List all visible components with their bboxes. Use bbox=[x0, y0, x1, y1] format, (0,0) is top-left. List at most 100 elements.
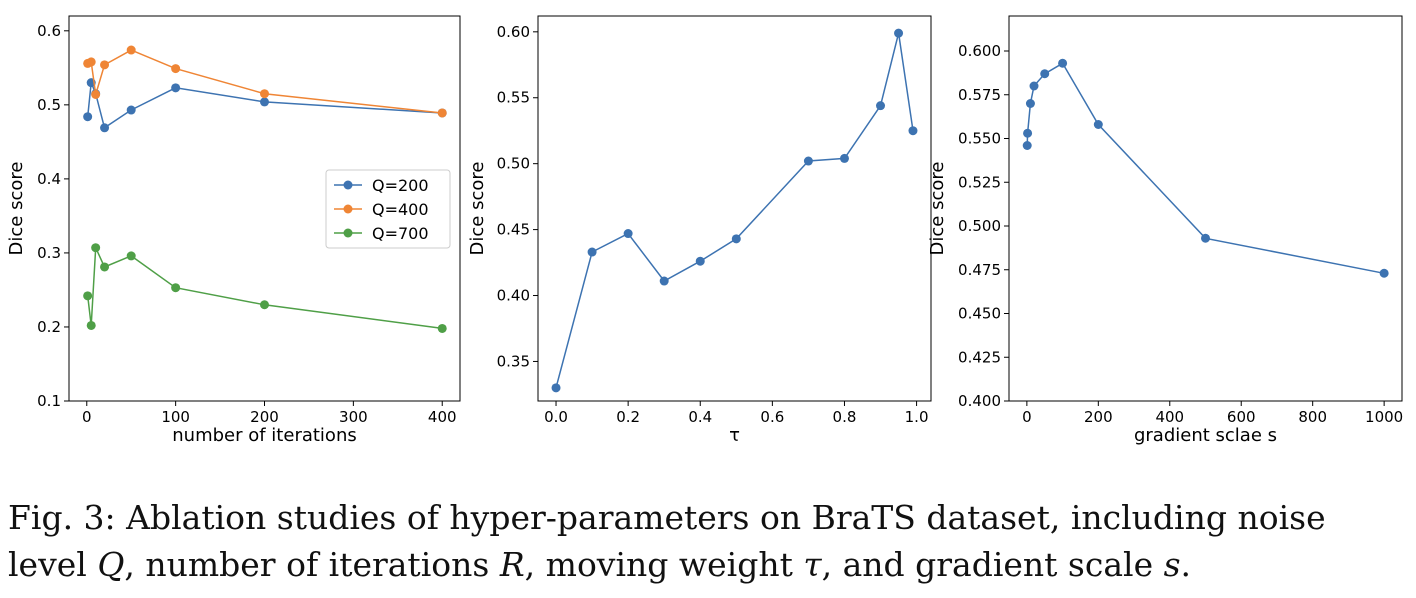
data-point bbox=[894, 28, 904, 38]
y-tick-label: 0.3 bbox=[37, 244, 61, 262]
legend-marker bbox=[343, 228, 353, 238]
x-tick-label: 200 bbox=[1084, 408, 1113, 426]
x-tick-label: 0.8 bbox=[833, 408, 857, 426]
caption-math-s: s bbox=[1163, 545, 1181, 584]
y-tick-label: 0.40 bbox=[497, 287, 530, 305]
x-tick-label: 0.4 bbox=[688, 408, 712, 426]
x-tick-label: 1000 bbox=[1365, 408, 1403, 426]
caption-text: level bbox=[8, 545, 98, 584]
chart-gradient-scale: 0 200 400 600 800 1000 0.400 0.425 0.450 0.475 0.5… bbox=[927, 15, 1403, 446]
data-point bbox=[126, 251, 136, 261]
y-tick-label: 0.550 bbox=[958, 130, 1001, 148]
data-point bbox=[839, 153, 849, 163]
caption-math-tau: τ bbox=[803, 545, 822, 584]
data-point bbox=[437, 323, 447, 333]
series-line-q-400 bbox=[87, 49, 443, 114]
x-tick-label: 0 bbox=[1022, 408, 1032, 426]
data-point bbox=[623, 229, 633, 239]
y-tick-label: 0.6 bbox=[37, 22, 61, 40]
caption-math-r: R bbox=[499, 545, 525, 584]
y-axis-label: Dice score bbox=[467, 162, 488, 256]
data-point bbox=[1379, 268, 1389, 278]
y-tick-label: 0.600 bbox=[958, 42, 1001, 60]
data-point bbox=[1029, 81, 1039, 91]
data-point bbox=[83, 112, 93, 122]
y-tick-label: 0.425 bbox=[958, 348, 1001, 366]
y-tick-label: 0.1 bbox=[37, 392, 61, 410]
x-tick-label: 0.6 bbox=[760, 408, 784, 426]
y-tick-label: 0.45 bbox=[497, 221, 530, 239]
y-tick-label: 0.2 bbox=[37, 318, 61, 336]
y-tick-label: 0.5 bbox=[37, 96, 61, 114]
legend-label: Q=200 bbox=[372, 176, 429, 195]
y-tick-label: 0.4 bbox=[37, 170, 61, 188]
y-tick-label: 0.400 bbox=[958, 392, 1001, 410]
data-point bbox=[126, 105, 136, 115]
y-tick-label: 0.450 bbox=[958, 305, 1001, 323]
data-point bbox=[876, 101, 886, 111]
data-point bbox=[171, 283, 181, 293]
plot-frame bbox=[1008, 15, 1403, 402]
data-point bbox=[171, 83, 181, 93]
legend-box bbox=[325, 169, 451, 249]
caption-line-2: level Q, number of iterations R, moving … bbox=[8, 541, 1408, 588]
chart-moving-weight: 0.0 0.2 0.4 0.6 0.8 1.0 0.35 0.40 0.45 0.50 0.55 0.… bbox=[467, 15, 932, 446]
caption-text: , and gradient scale bbox=[821, 545, 1164, 584]
series-line-main bbox=[555, 32, 914, 388]
y-tick-label: 0.500 bbox=[958, 217, 1001, 235]
data-point bbox=[100, 60, 110, 70]
caption-line-1: Fig. 3: Ablation studies of hyper-parame… bbox=[8, 498, 1326, 537]
x-tick-label: 0.0 bbox=[544, 408, 568, 426]
x-tick-label: 300 bbox=[339, 408, 368, 426]
y-tick-label: 0.475 bbox=[958, 261, 1001, 279]
legend-marker bbox=[343, 204, 353, 214]
x-tick-label: 0.2 bbox=[616, 408, 640, 426]
y-axis-label: Dice score bbox=[6, 162, 27, 256]
data-point bbox=[1201, 233, 1210, 243]
caption-math-q: Q bbox=[97, 545, 125, 584]
data-point bbox=[100, 262, 110, 272]
data-point bbox=[551, 383, 561, 393]
y-tick-label: 0.575 bbox=[958, 86, 1001, 104]
data-point bbox=[91, 89, 101, 99]
data-point bbox=[86, 57, 96, 67]
data-point bbox=[437, 108, 447, 118]
y-tick-label: 0.35 bbox=[497, 352, 530, 370]
figure-charts: 0 100 200 300 400 0.1 0.2 0.3 0.4 0.5 0.6 number of… bbox=[6, 15, 1403, 446]
data-point bbox=[260, 300, 269, 310]
data-point bbox=[1023, 128, 1033, 138]
series-line-q-700 bbox=[86, 247, 443, 330]
x-tick-label: 600 bbox=[1227, 408, 1256, 426]
x-tick-label: 100 bbox=[161, 408, 190, 426]
data-point bbox=[1025, 99, 1035, 108]
x-axis-label: gradient sclae s bbox=[1134, 425, 1277, 446]
y-tick-label: 0.525 bbox=[958, 173, 1001, 191]
data-point bbox=[1022, 141, 1032, 150]
data-point bbox=[1093, 120, 1103, 129]
data-point bbox=[100, 123, 110, 133]
x-tick-label: 800 bbox=[1298, 408, 1327, 426]
y-tick-label: 0.50 bbox=[497, 155, 530, 173]
x-tick-label: 0 bbox=[82, 408, 92, 426]
y-tick-label: 0.55 bbox=[497, 89, 530, 107]
data-point bbox=[1040, 69, 1050, 79]
x-tick-label: 400 bbox=[428, 408, 457, 426]
x-tick-label: 1.0 bbox=[905, 408, 929, 426]
x-axis-label: number of iterations bbox=[172, 425, 356, 446]
data-point bbox=[731, 234, 741, 244]
chart-noise-iterations: 0 100 200 300 400 0.1 0.2 0.3 0.4 0.5 0.6 number of… bbox=[6, 15, 461, 446]
data-point bbox=[260, 97, 269, 107]
x-tick-label: 400 bbox=[1155, 408, 1184, 426]
legend-label: Q=700 bbox=[372, 224, 429, 243]
data-point bbox=[1058, 58, 1068, 68]
data-point bbox=[587, 247, 597, 257]
data-point bbox=[260, 89, 269, 99]
legend-label: Q=400 bbox=[372, 200, 429, 219]
data-point bbox=[126, 45, 136, 55]
figure-caption: Fig. 3: Ablation studies of hyper-parame… bbox=[8, 494, 1408, 588]
data-point bbox=[171, 64, 181, 74]
data-point bbox=[803, 156, 813, 166]
data-point bbox=[695, 256, 705, 266]
x-tick-label: 200 bbox=[250, 408, 279, 426]
legend-marker bbox=[343, 180, 353, 190]
